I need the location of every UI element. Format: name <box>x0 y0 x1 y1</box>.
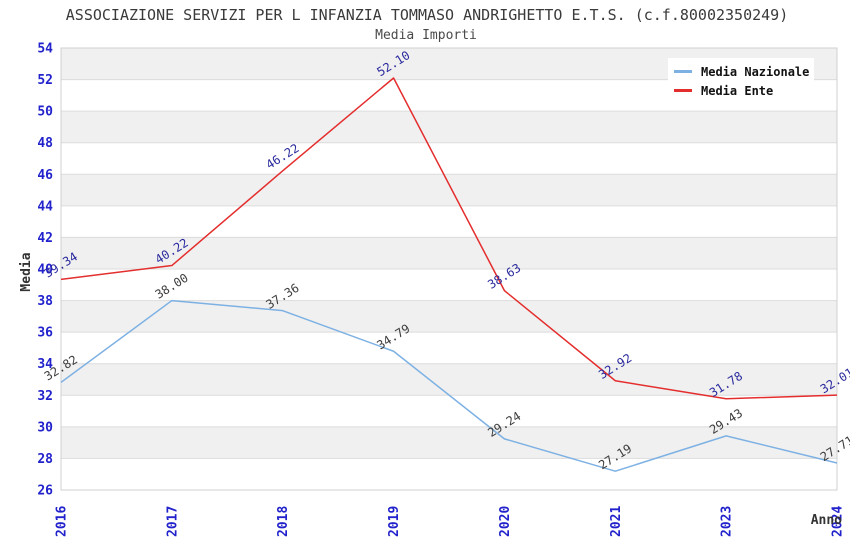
plot-band <box>61 111 837 143</box>
plot-band <box>61 237 837 269</box>
y-tick-label: 44 <box>37 199 53 214</box>
x-tick-label: 2016 <box>55 506 70 537</box>
x-tick-label: 2023 <box>720 506 735 537</box>
y-tick-label: 34 <box>37 357 53 372</box>
legend-item-media-ente: Media Ente <box>674 81 808 100</box>
y-tick-label: 30 <box>37 420 53 435</box>
plot-area: 26 28 30 32 34 36 38 40 42 44 46 48 50 52 54 2016 2017 20… <box>37 42 850 538</box>
x-axis-title: Anno <box>811 513 842 528</box>
legend-label-media-nazionale: Media Nazionale <box>701 64 810 79</box>
y-tick-label: 50 <box>37 105 53 120</box>
y-tick-label: 48 <box>37 136 53 151</box>
legend: Media Nazionale Media Ente <box>668 58 814 105</box>
y-tick-label: 26 <box>37 484 53 499</box>
y-tick-label: 36 <box>37 326 53 341</box>
y-tick-label: 52 <box>37 73 53 88</box>
plot-band <box>61 363 837 396</box>
plot-band <box>61 174 837 206</box>
data-label-media-ente: 46.22 <box>264 141 302 172</box>
data-label-media-nazionale: 38.00 <box>153 271 191 302</box>
plot-border <box>60 47 838 491</box>
y-tick-label: 40 <box>37 263 53 278</box>
x-tick-label: 2019 <box>387 506 402 537</box>
legend-swatch-media-nazionale-icon <box>674 70 692 73</box>
y-tick-label: 28 <box>37 452 53 467</box>
y-tick-label: 46 <box>37 168 53 183</box>
x-tick-label: 2017 <box>165 506 180 537</box>
series-line-media-nazionale <box>60 299 838 472</box>
y-tick-label: 54 <box>37 42 53 57</box>
legend-swatch-media-ente-icon <box>674 89 692 92</box>
x-tick-label: 2021 <box>609 506 624 537</box>
series-line-media-ente <box>60 77 838 400</box>
x-tick-label: 2020 <box>498 506 513 537</box>
legend-label-media-ente: Media Ente <box>701 83 774 98</box>
y-axis-title: Media <box>19 252 34 291</box>
plot-band <box>61 426 837 459</box>
x-tick-label: 2024 <box>831 506 846 537</box>
y-tick-label: 42 <box>37 231 53 246</box>
legend-item-media-nazionale: Media Nazionale <box>674 62 810 81</box>
x-tick-label: 2018 <box>276 506 291 537</box>
chart-title: ASSOCIAZIONE SERVIZI PER L INFANZIA TOMM… <box>66 6 788 24</box>
y-tick-label: 32 <box>37 389 53 404</box>
y-tick-label: 38 <box>37 294 53 309</box>
chart-subtitle: Media Importi <box>375 28 477 43</box>
plot-band <box>61 300 837 333</box>
